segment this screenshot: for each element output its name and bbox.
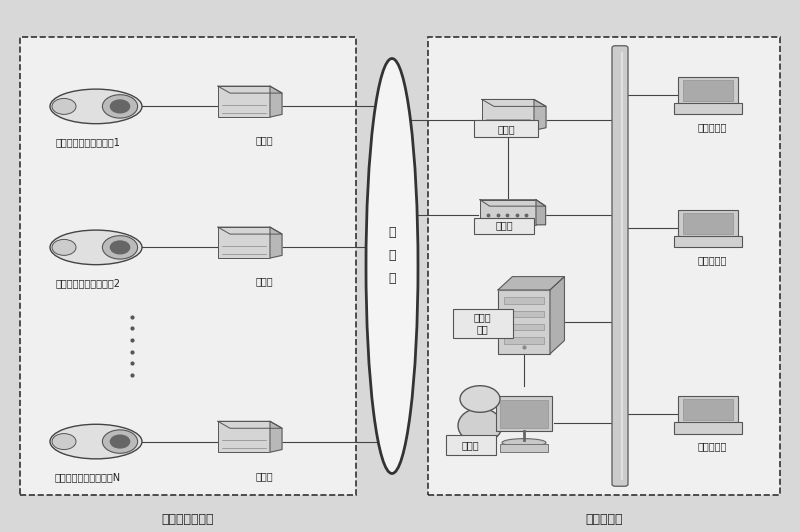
FancyBboxPatch shape bbox=[496, 396, 552, 431]
Text: 双通道网络视频服务器1: 双通道网络视频服务器1 bbox=[55, 137, 121, 147]
FancyBboxPatch shape bbox=[683, 213, 734, 234]
FancyBboxPatch shape bbox=[678, 396, 738, 423]
Polygon shape bbox=[550, 277, 565, 354]
Circle shape bbox=[460, 386, 500, 412]
Text: 双通道网络视频服务器N: 双通道网络视频服务器N bbox=[55, 472, 121, 483]
FancyBboxPatch shape bbox=[218, 86, 270, 117]
Ellipse shape bbox=[50, 230, 142, 265]
Ellipse shape bbox=[50, 425, 142, 459]
Polygon shape bbox=[482, 99, 546, 106]
FancyBboxPatch shape bbox=[678, 210, 738, 237]
Circle shape bbox=[52, 434, 76, 450]
FancyBboxPatch shape bbox=[500, 400, 548, 428]
FancyBboxPatch shape bbox=[474, 120, 538, 137]
FancyBboxPatch shape bbox=[505, 311, 544, 317]
FancyBboxPatch shape bbox=[453, 309, 513, 338]
FancyBboxPatch shape bbox=[505, 324, 544, 330]
Polygon shape bbox=[270, 86, 282, 117]
Text: 监控计算机: 监控计算机 bbox=[698, 255, 726, 265]
Circle shape bbox=[102, 430, 138, 453]
Text: 监控服
务器: 监控服 务器 bbox=[474, 312, 492, 335]
FancyBboxPatch shape bbox=[612, 46, 628, 486]
FancyBboxPatch shape bbox=[428, 37, 780, 495]
FancyBboxPatch shape bbox=[678, 77, 738, 104]
Text: 客户端平台: 客户端平台 bbox=[586, 513, 622, 526]
FancyBboxPatch shape bbox=[218, 421, 270, 452]
FancyBboxPatch shape bbox=[482, 99, 534, 130]
Circle shape bbox=[102, 236, 138, 259]
FancyBboxPatch shape bbox=[480, 200, 536, 225]
FancyBboxPatch shape bbox=[505, 297, 544, 304]
Polygon shape bbox=[218, 227, 282, 234]
FancyBboxPatch shape bbox=[474, 218, 534, 234]
FancyBboxPatch shape bbox=[674, 236, 742, 247]
FancyBboxPatch shape bbox=[505, 337, 544, 344]
FancyBboxPatch shape bbox=[498, 290, 550, 354]
FancyBboxPatch shape bbox=[500, 444, 548, 452]
Polygon shape bbox=[270, 227, 282, 258]
Text: 路由器: 路由器 bbox=[255, 277, 273, 287]
FancyBboxPatch shape bbox=[446, 435, 496, 455]
FancyBboxPatch shape bbox=[218, 227, 270, 258]
FancyBboxPatch shape bbox=[674, 103, 742, 114]
Polygon shape bbox=[536, 200, 546, 225]
Ellipse shape bbox=[458, 409, 502, 443]
Circle shape bbox=[110, 100, 130, 113]
Text: 以
太
网: 以 太 网 bbox=[388, 226, 396, 285]
FancyBboxPatch shape bbox=[683, 399, 734, 420]
Text: 监控计算机: 监控计算机 bbox=[698, 442, 726, 452]
Circle shape bbox=[52, 98, 76, 114]
FancyBboxPatch shape bbox=[20, 37, 356, 495]
Text: 路由器: 路由器 bbox=[497, 124, 515, 134]
Circle shape bbox=[102, 95, 138, 118]
Text: 路由器: 路由器 bbox=[255, 136, 273, 146]
Circle shape bbox=[110, 435, 130, 448]
Text: 视频服务器平台: 视频服务器平台 bbox=[162, 513, 214, 526]
Polygon shape bbox=[270, 421, 282, 452]
FancyBboxPatch shape bbox=[674, 422, 742, 434]
Text: 监控计算机: 监控计算机 bbox=[698, 122, 726, 132]
Circle shape bbox=[110, 241, 130, 254]
Polygon shape bbox=[534, 99, 546, 130]
Ellipse shape bbox=[50, 89, 142, 124]
Polygon shape bbox=[218, 421, 282, 428]
Ellipse shape bbox=[502, 438, 546, 447]
Circle shape bbox=[52, 239, 76, 255]
Polygon shape bbox=[480, 200, 546, 206]
Polygon shape bbox=[218, 86, 282, 93]
Polygon shape bbox=[498, 277, 565, 290]
Text: 管理员: 管理员 bbox=[462, 440, 480, 450]
FancyBboxPatch shape bbox=[683, 80, 734, 101]
Text: 集线器: 集线器 bbox=[495, 221, 514, 230]
Text: 双通道网络视频服务器2: 双通道网络视频服务器2 bbox=[55, 278, 121, 288]
Text: 路由器: 路由器 bbox=[255, 471, 273, 481]
Ellipse shape bbox=[366, 59, 418, 473]
